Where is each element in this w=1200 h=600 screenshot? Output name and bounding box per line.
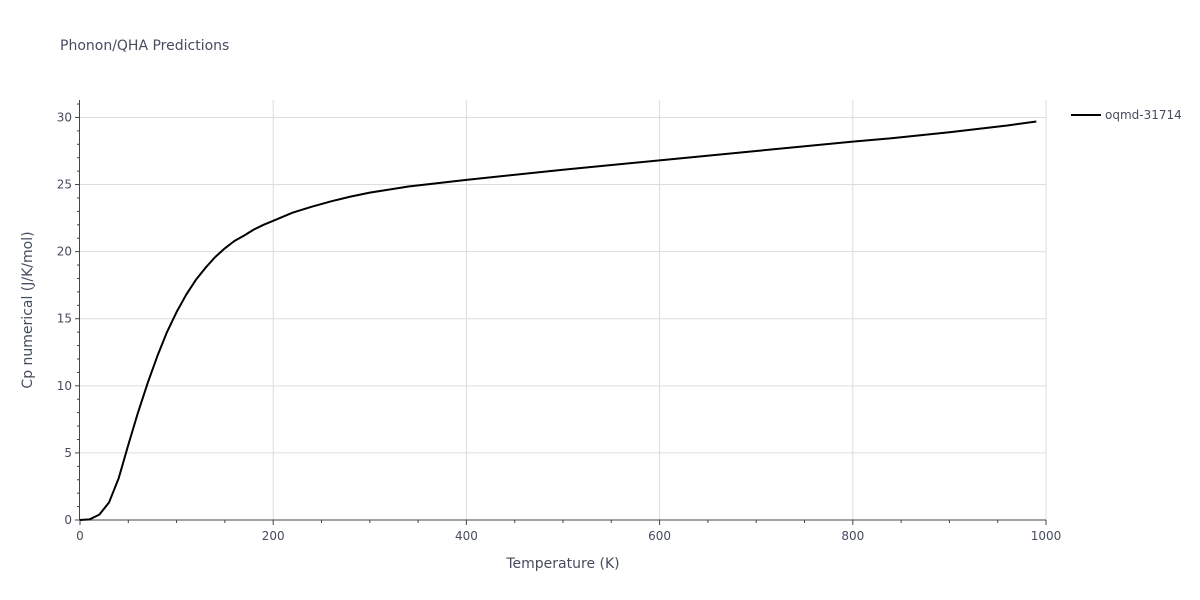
y-tick-label: 30 [57, 110, 72, 124]
legend-item[interactable]: oqmd-31714 [1071, 108, 1182, 122]
x-tick-label: 1000 [1031, 529, 1062, 543]
axes [75, 100, 1047, 525]
x-axis-label: Temperature (K) [505, 556, 619, 572]
series [79, 120, 1037, 521]
x-tick-label: 400 [455, 529, 478, 543]
chart-title: Phonon/QHA Predictions [60, 38, 229, 54]
grid [80, 100, 1047, 520]
y-tick-label: 25 [57, 178, 72, 192]
x-tick-label: 800 [841, 529, 864, 543]
legend-label: oqmd-31714 [1105, 108, 1182, 122]
y-tick-label: 20 [57, 245, 72, 259]
legend[interactable]: oqmd-31714 [1071, 108, 1182, 122]
y-axis-ticks: 0 5 10 15 20 25 30 [57, 110, 72, 527]
series-line [79, 120, 1037, 521]
x-tick-label: 600 [648, 529, 671, 543]
x-tick-label: 200 [262, 529, 285, 543]
y-tick-label: 15 [57, 312, 72, 326]
y-tick-label: 0 [64, 513, 72, 527]
y-tick-label: 10 [57, 379, 72, 393]
x-tick-label: 0 [76, 529, 84, 543]
y-axis-label: Cp numerical (J/K/mol) [20, 231, 36, 388]
x-axis-ticks: 0 200 400 600 800 1000 [76, 529, 1061, 543]
y-tick-label: 5 [64, 446, 72, 460]
